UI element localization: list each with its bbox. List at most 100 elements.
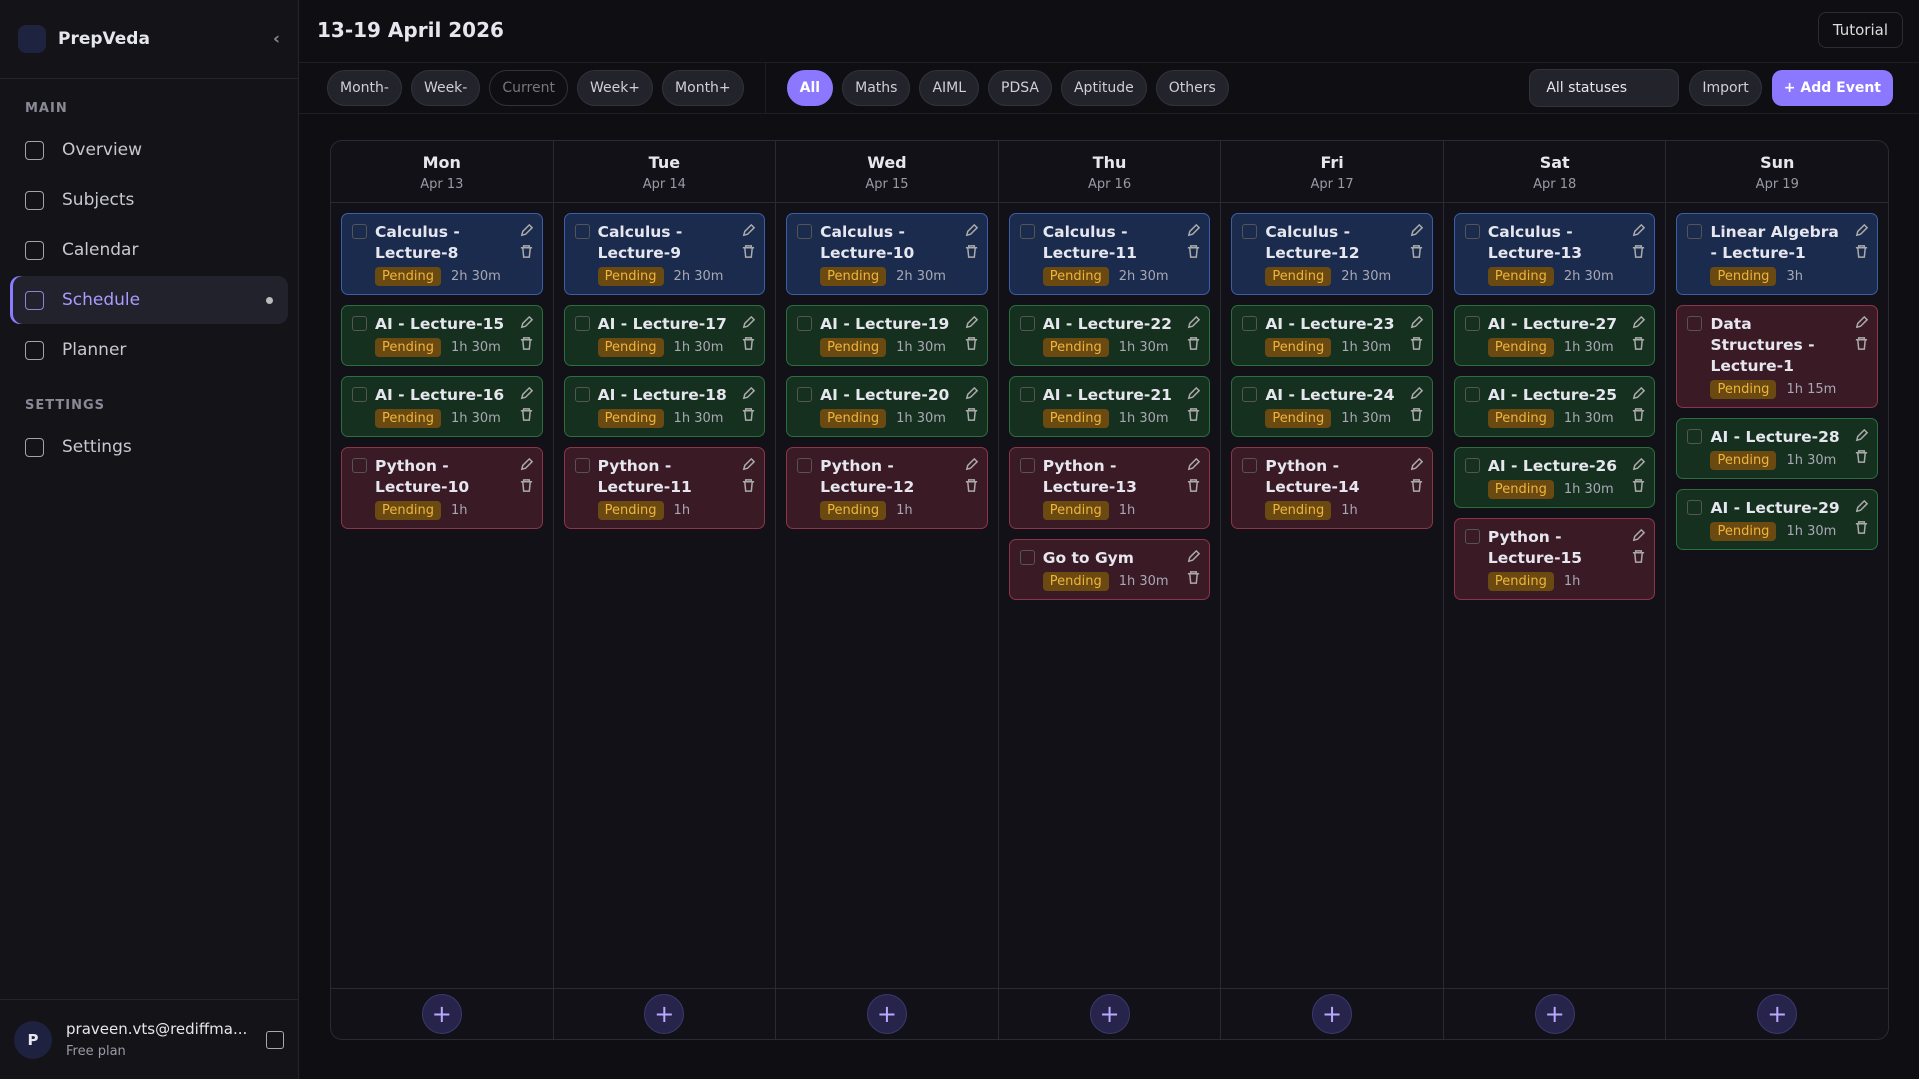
add-button[interactable]: + — [1089, 994, 1130, 1034]
edit-icon[interactable] — [519, 223, 534, 238]
checkbox[interactable] — [352, 316, 367, 331]
checkbox[interactable] — [797, 458, 813, 473]
nav-button[interactable]: Month+ — [662, 70, 744, 106]
delete-icon[interactable] — [1854, 336, 1869, 351]
delete-icon[interactable] — [1854, 449, 1869, 464]
checkbox[interactable] — [797, 224, 813, 239]
tutorial-button[interactable]: Tutorial — [1817, 12, 1903, 48]
nav-button[interactable]: Week- — [410, 70, 481, 106]
event-card[interactable]: AI - Lecture-15 Pending 1h 30m — [341, 305, 543, 366]
delete-icon[interactable] — [1409, 478, 1424, 493]
add-button[interactable]: + — [866, 994, 907, 1034]
import-button[interactable]: Import — [1689, 70, 1762, 106]
nav-button[interactable]: Week+ — [576, 70, 654, 106]
checkbox[interactable] — [1464, 224, 1480, 239]
edit-icon[interactable] — [1631, 457, 1646, 472]
event-card[interactable]: AI - Lecture-25 Pending 1h 30m — [1453, 376, 1656, 437]
event-card[interactable]: Go to Gym Pending 1h 30m — [1008, 539, 1211, 600]
event-card[interactable]: AI - Lecture-29 Pending 1h 30m — [1676, 489, 1879, 550]
event-card[interactable]: Linear Algebra - Lecture-1 Pending 3h — [1676, 213, 1879, 295]
edit-icon[interactable] — [1186, 549, 1201, 564]
delete-icon[interactable] — [519, 407, 534, 422]
delete-icon[interactable] — [1631, 244, 1646, 259]
checkbox[interactable] — [574, 458, 590, 473]
delete-icon[interactable] — [1631, 549, 1646, 564]
edit-icon[interactable] — [1854, 315, 1869, 330]
edit-icon[interactable] — [1409, 223, 1424, 238]
checkbox[interactable] — [1019, 224, 1035, 239]
event-card[interactable]: Data Structures - Lecture-1 Pending 1h 15m — [1676, 305, 1879, 408]
edit-icon[interactable] — [1631, 528, 1646, 543]
event-card[interactable]: AI - Lecture-22 Pending 1h 30m — [1008, 305, 1211, 366]
checkbox[interactable] — [352, 458, 367, 473]
checkbox[interactable] — [1464, 529, 1480, 544]
event-card[interactable]: Python - Lecture-15 Pending 1h — [1453, 518, 1656, 600]
nav-item[interactable]: Planner — [10, 326, 288, 374]
checkbox[interactable] — [1687, 224, 1703, 239]
checkbox[interactable] — [574, 224, 590, 239]
delete-icon[interactable] — [1186, 336, 1201, 351]
event-card[interactable]: Python - Lecture-13 Pending 1h — [1008, 447, 1211, 529]
checkbox[interactable] — [797, 316, 813, 331]
delete-icon[interactable] — [1186, 570, 1201, 585]
checkbox[interactable] — [574, 316, 590, 331]
edit-icon[interactable] — [1631, 386, 1646, 401]
event-card[interactable]: AI - Lecture-21 Pending 1h 30m — [1008, 376, 1211, 437]
delete-icon[interactable] — [519, 478, 534, 493]
event-card[interactable]: Python - Lecture-11 Pending 1h — [563, 447, 766, 529]
nav-button[interactable]: Month- — [327, 70, 402, 106]
event-card[interactable]: AI - Lecture-17 Pending 1h 30m — [563, 305, 766, 366]
filter-chip[interactable]: All — [786, 70, 834, 106]
nav-button[interactable]: Current — [489, 70, 568, 106]
nav-item[interactable]: Settings — [10, 423, 288, 471]
checkbox[interactable] — [1242, 387, 1258, 402]
edit-icon[interactable] — [519, 315, 534, 330]
filter-chip[interactable]: AIML — [919, 70, 980, 106]
event-card[interactable]: AI - Lecture-27 Pending 1h 30m — [1453, 305, 1656, 366]
nav-item[interactable]: Subjects — [10, 176, 288, 224]
add-event-button[interactable]: + Add Event — [1771, 70, 1893, 106]
filter-chip[interactable]: Others — [1155, 70, 1229, 106]
delete-icon[interactable] — [1409, 244, 1424, 259]
delete-icon[interactable] — [741, 407, 756, 422]
delete-icon[interactable] — [1854, 244, 1869, 259]
event-card[interactable]: Calculus - Lecture-11 Pending 2h 30m — [1008, 213, 1211, 295]
nav-item[interactable]: Schedule — [10, 276, 288, 324]
checkbox[interactable] — [1464, 458, 1480, 473]
checkbox[interactable] — [1019, 550, 1035, 565]
add-button[interactable]: + — [1312, 994, 1353, 1034]
event-card[interactable]: AI - Lecture-20 Pending 1h 30m — [786, 376, 988, 437]
edit-icon[interactable] — [1409, 386, 1424, 401]
filter-chip[interactable]: Aptitude — [1060, 70, 1147, 106]
delete-icon[interactable] — [1631, 478, 1646, 493]
checkbox[interactable] — [352, 387, 367, 402]
delete-icon[interactable] — [1186, 244, 1201, 259]
edit-icon[interactable] — [1854, 499, 1869, 514]
edit-icon[interactable] — [964, 315, 979, 330]
delete-icon[interactable] — [741, 478, 756, 493]
checkbox[interactable] — [1019, 387, 1035, 402]
add-button[interactable]: + — [1534, 994, 1575, 1034]
edit-icon[interactable] — [1186, 315, 1201, 330]
add-button[interactable]: + — [1757, 994, 1798, 1034]
edit-icon[interactable] — [1409, 457, 1424, 472]
delete-icon[interactable] — [519, 244, 534, 259]
edit-icon[interactable] — [1631, 223, 1646, 238]
checkbox[interactable] — [574, 387, 590, 402]
status-select[interactable]: All statuses — [1529, 69, 1680, 107]
edit-icon[interactable] — [964, 223, 979, 238]
delete-icon[interactable] — [519, 336, 534, 351]
edit-icon[interactable] — [1409, 315, 1424, 330]
delete-icon[interactable] — [1631, 407, 1646, 422]
delete-icon[interactable] — [1409, 336, 1424, 351]
event-card[interactable]: Calculus - Lecture-8 Pending 2h 30m — [341, 213, 543, 295]
checkbox[interactable] — [1687, 429, 1703, 444]
delete-icon[interactable] — [741, 244, 756, 259]
nav-item[interactable]: Overview — [10, 126, 288, 174]
event-card[interactable]: Python - Lecture-12 Pending 1h — [786, 447, 988, 529]
event-card[interactable]: AI - Lecture-19 Pending 1h 30m — [786, 305, 988, 366]
delete-icon[interactable] — [1631, 336, 1646, 351]
event-card[interactable]: Calculus - Lecture-10 Pending 2h 30m — [786, 213, 988, 295]
checkbox[interactable] — [1464, 316, 1480, 331]
event-card[interactable]: AI - Lecture-16 Pending 1h 30m — [341, 376, 543, 437]
